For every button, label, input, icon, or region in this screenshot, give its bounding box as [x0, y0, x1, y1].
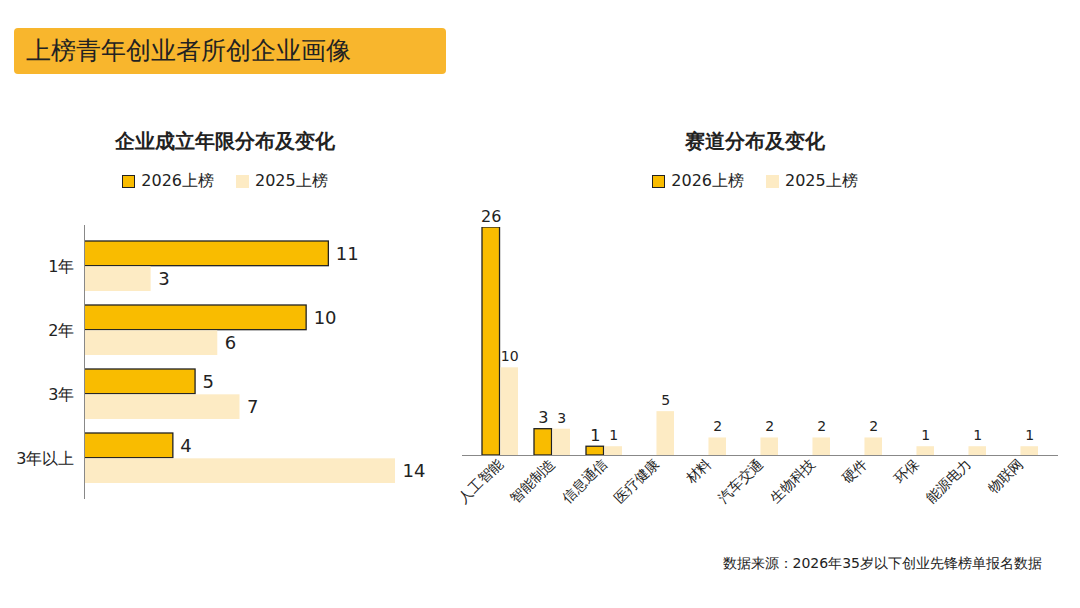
svg-text:3: 3 [538, 408, 548, 427]
svg-text:2: 2 [869, 418, 878, 434]
svg-text:2年: 2年 [48, 321, 74, 340]
svg-text:2: 2 [713, 418, 722, 434]
svg-text:物联网: 物联网 [985, 455, 1026, 496]
html-text:数据来源：2026年35岁以下创业先锋榜单报名数据: 数据来源：2026年35岁以下创业先锋榜单报名数据 [722, 555, 1042, 571]
svg-text:汽车交通: 汽车交通 [715, 455, 766, 506]
svg-text:10: 10 [501, 348, 519, 364]
svg-text:6: 6 [225, 332, 236, 353]
svg-text:7: 7 [247, 396, 258, 417]
svg-text:智能制造: 智能制造 [507, 455, 558, 506]
svg-text:14: 14 [403, 460, 426, 481]
svg-text:5: 5 [203, 371, 214, 392]
svg-text:1: 1 [973, 427, 982, 443]
svg-text:2: 2 [817, 418, 826, 434]
svg-text:能源电力: 能源电力 [923, 455, 974, 506]
svg-text:医疗健康: 医疗健康 [611, 455, 662, 506]
svg-text:3年: 3年 [48, 385, 74, 404]
html-text:2025上榜: 2025上榜 [785, 170, 858, 190]
svg-text:信息通信: 信息通信 [559, 455, 610, 506]
svg-text:硬件: 硬件 [839, 455, 870, 486]
svg-text:3: 3 [158, 268, 169, 289]
svg-text:材料: 材料 [682, 455, 714, 487]
html-text:2026上榜: 2026上榜 [141, 170, 214, 190]
html-text:企业成立年限分布及变化: 企业成立年限分布及变化 [115, 129, 335, 153]
html-text:2026上榜: 2026上榜 [671, 170, 744, 190]
svg-text:人工智能: 人工智能 [455, 455, 506, 506]
svg-text:1: 1 [609, 427, 618, 443]
svg-text:10: 10 [314, 307, 337, 328]
svg-text:4: 4 [180, 435, 191, 456]
html-text:2025上榜: 2025上榜 [255, 170, 328, 190]
svg-text:1: 1 [590, 426, 600, 445]
svg-text:生物科技: 生物科技 [767, 455, 818, 506]
svg-text:1: 1 [1025, 427, 1034, 443]
svg-text:2: 2 [765, 418, 774, 434]
svg-text:11: 11 [336, 243, 359, 264]
svg-text:1年: 1年 [48, 257, 74, 276]
svg-text:3: 3 [557, 410, 566, 426]
html-text:上榜青年创业者所创企业画像: 上榜青年创业者所创企业画像 [26, 36, 351, 65]
html-text:赛道分布及变化: 赛道分布及变化 [685, 129, 825, 153]
svg-text:26: 26 [481, 207, 501, 226]
svg-text:1: 1 [921, 427, 930, 443]
svg-text:环保: 环保 [891, 455, 922, 486]
svg-text:5: 5 [661, 392, 670, 408]
svg-text:3年以上: 3年以上 [16, 449, 74, 468]
